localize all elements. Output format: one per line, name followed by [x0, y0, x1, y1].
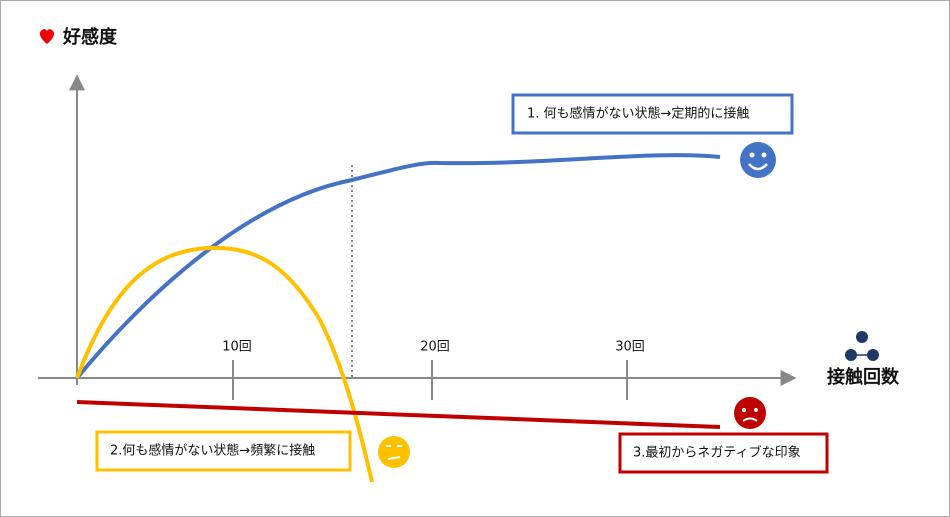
confused-face — [378, 436, 410, 468]
tick-label: 10回 — [222, 340, 252, 355]
angry-face — [734, 397, 766, 429]
annotation: 1. 何も感情がない状態→定期的に接触 — [527, 106, 749, 122]
tick-label: 30回 — [615, 340, 645, 355]
annotation-box — [511, 93, 794, 135]
red-line — [76, 400, 721, 429]
yellow-curve — [75, 245, 374, 483]
heart-icon — [39, 29, 55, 44]
y-axis-label: 好感度 — [62, 26, 118, 48]
blue-curve — [75, 153, 721, 380]
people-icon — [845, 331, 879, 361]
annotation-box — [95, 430, 352, 472]
annotation: 3.最初からネガティブな印象 — [633, 445, 801, 461]
happy-face — [740, 142, 776, 178]
annotation-box — [618, 432, 829, 474]
annotation: 2.何も感情がない状態→頻繁に接触 — [110, 443, 315, 459]
tick-label: 20回 — [420, 340, 450, 355]
x-axis-label: 接触回数 — [827, 366, 900, 388]
